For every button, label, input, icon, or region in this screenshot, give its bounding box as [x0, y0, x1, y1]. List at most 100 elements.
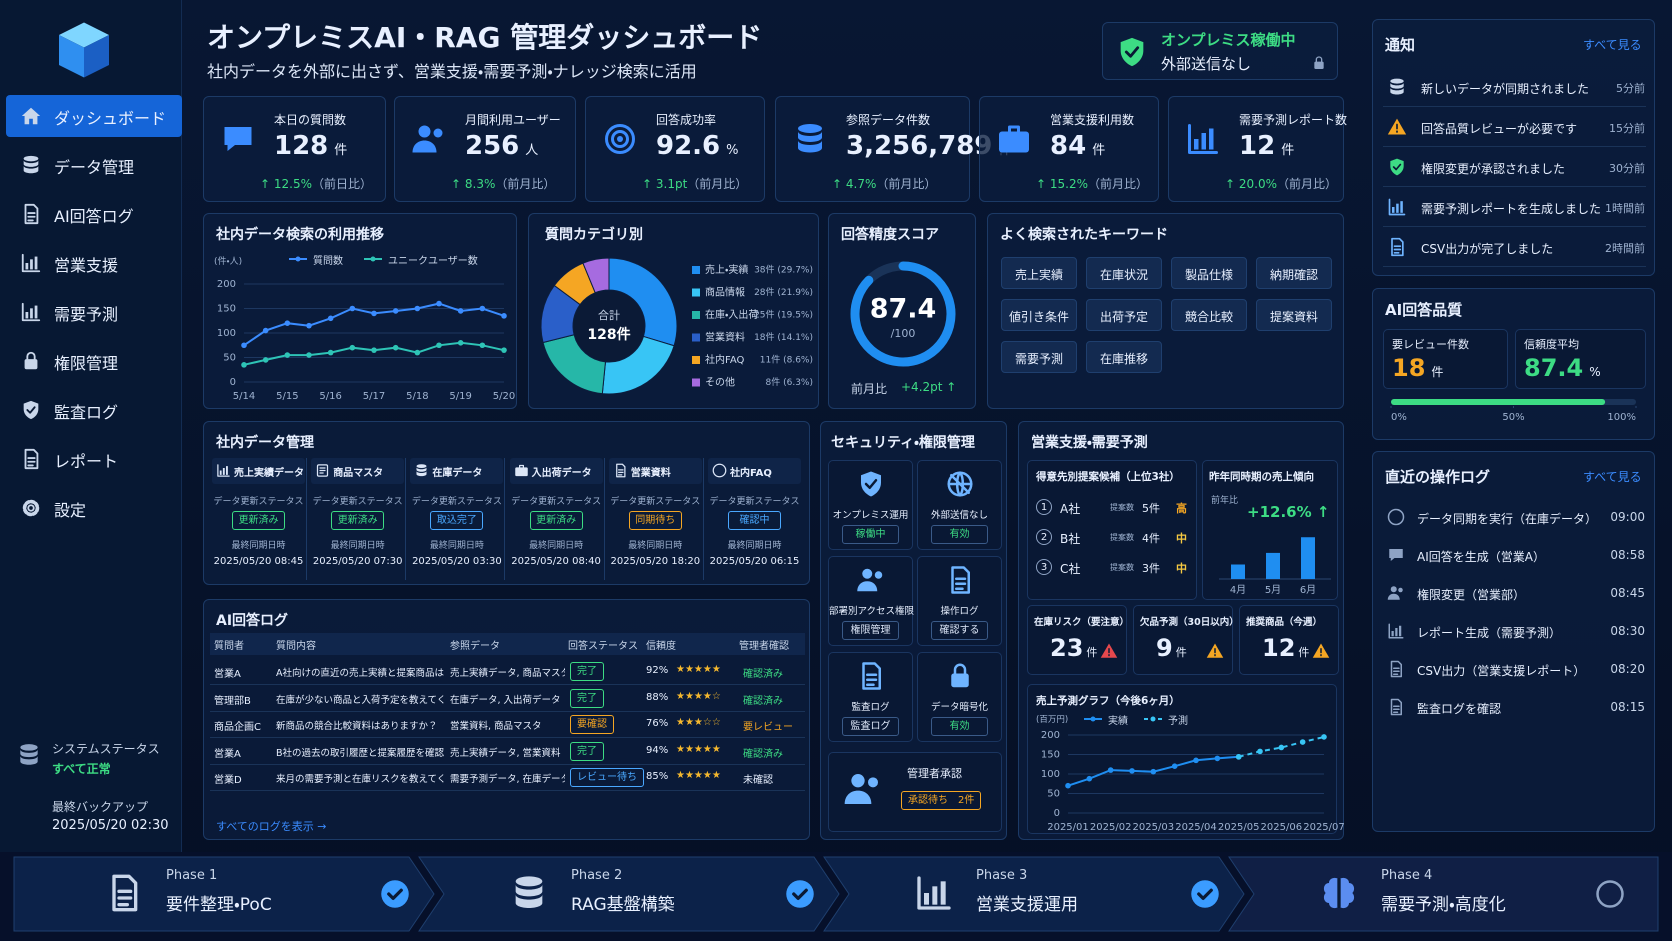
sync-value: 2025/05/20 08:40 [511, 556, 601, 567]
icon-shape [1392, 163, 1402, 171]
sync-label: 最終同期日時 [529, 541, 584, 551]
icon-shape [26, 351, 36, 361]
menu-item[interactable]: AI回答ログ [6, 193, 182, 235]
keyword-label[interactable]: 競合比較 [1184, 310, 1233, 324]
icon [857, 568, 883, 592]
icon-shape [1390, 87, 1404, 95]
security-badge[interactable]: 確認する [931, 621, 988, 640]
view-all-link[interactable]: すべて見る [1583, 470, 1642, 484]
keyword-chip[interactable]: 在庫推移 [1086, 341, 1162, 373]
security-label: オンプレミス運用 [832, 510, 909, 521]
notification-text: CSV出力が完了しました [1421, 242, 1554, 256]
kpi-card: 参照データ件数 3,256,789件 ↑ 4.7%（前月比） [775, 96, 1011, 202]
icon-shape [1197, 888, 1213, 900]
keyword-chip[interactable]: 需要予測 [1001, 341, 1077, 373]
x-tick-label: 5/18 [406, 391, 428, 402]
menu-label[interactable]: 権限管理 [54, 354, 119, 373]
x-tick-label: 2025/03 [1133, 822, 1175, 833]
keyword-label[interactable]: 在庫推移 [1099, 352, 1148, 366]
menu-label[interactable]: 需要予測 [54, 305, 119, 324]
data-point [284, 352, 291, 358]
sales-panel: 営業支援・需要予測 得意先別提案候補（上位3社） 1 A社 提案数 5件高 2 B社 提案数 4件… [1018, 421, 1345, 840]
menu-label[interactable]: 設定 [54, 501, 87, 520]
icon-shape [1390, 158, 1404, 176]
menu-item[interactable]: 設定 [6, 487, 182, 529]
rank-name: C社 [1060, 562, 1081, 576]
notification-time: 2時間前 [1605, 242, 1645, 255]
keyword-label[interactable]: 納期確認 [1269, 268, 1318, 282]
keyword-chip[interactable]: 製品仕様 [1171, 257, 1247, 289]
approval-badge[interactable]: 承認待ち 2件 [901, 791, 982, 810]
security-badge[interactable]: 有効 [931, 717, 988, 736]
keyword-chip[interactable]: 出荷予定 [1086, 299, 1162, 331]
phase: Phase 1 要件整理・PoC [14, 857, 434, 931]
menu-label[interactable]: データ管理 [54, 158, 135, 177]
icon-shape [30, 259, 33, 270]
keyword-chip[interactable]: 納期確認 [1256, 257, 1332, 289]
review-unit: 件 [1431, 365, 1444, 379]
keyword-label[interactable]: 出荷予定 [1099, 310, 1148, 324]
security-badge[interactable]: 有効 [931, 525, 988, 544]
keyword-chip[interactable]: 在庫状況 [1086, 257, 1162, 289]
keyword-chip[interactable]: 売上実績 [1001, 257, 1077, 289]
keyword-label[interactable]: 提案資料 [1269, 310, 1318, 324]
rank-level: 中 [1176, 532, 1187, 545]
x-tick-label: 2025/06 [1261, 822, 1303, 833]
icon-shape [515, 876, 543, 887]
icon [1391, 237, 1404, 257]
icon-shape [786, 880, 814, 908]
menu-item[interactable]: 需要予測 [6, 291, 182, 333]
menu-item[interactable]: レポート [6, 438, 182, 480]
keyword-label[interactable]: 製品仕様 [1184, 268, 1233, 282]
menu-label[interactable]: レポート [54, 452, 119, 471]
op-text: AI回答を生成（営業A） [1417, 550, 1545, 564]
status-label: データ更新ステータス [213, 497, 304, 507]
risk-unit: 件 [1298, 646, 1310, 659]
icon-shape [515, 884, 543, 897]
menu-item[interactable]: 権限管理 [6, 340, 182, 382]
security-badge[interactable]: 権限管理 [842, 621, 899, 640]
icon [514, 464, 528, 477]
keyword-label[interactable]: 在庫状況 [1099, 268, 1148, 282]
menu-label[interactable]: ダッシュボード [54, 109, 167, 128]
security-badge[interactable]: 稼働中 [842, 525, 899, 544]
cell-stars: ★★★☆☆ [676, 717, 721, 728]
panel-title: 回答精度スコア [841, 227, 939, 243]
keyword-chip[interactable]: 提案資料 [1256, 299, 1332, 331]
keyword-chip[interactable]: 競合比較 [1171, 299, 1247, 331]
menu-label[interactable]: 監査ログ [54, 403, 119, 422]
icon-shape [798, 131, 822, 142]
icon-shape [1314, 61, 1324, 69]
cell-refs: 需要予測データ, 在庫データ [450, 774, 565, 785]
column-head [708, 458, 801, 484]
icon [1314, 56, 1324, 69]
rank-count: 3件 [1142, 562, 1160, 575]
icon-shape [1390, 586, 1397, 593]
kpi-change-row: ↑ 20.0%（前月比） [1225, 173, 1343, 191]
menu-item[interactable]: 監査ログ [6, 389, 182, 431]
keyword-label[interactable]: 需要予測 [1014, 352, 1063, 366]
menu-item[interactable]: ダッシュボード [6, 95, 182, 137]
menu-item[interactable]: データ管理 [6, 144, 182, 186]
security-badge[interactable]: 監査ログ [842, 717, 899, 736]
rank-count: 5件 [1142, 502, 1160, 515]
menu-label[interactable]: AI回答ログ [54, 207, 134, 226]
log-link[interactable]: すべてのログを表示 → [216, 820, 327, 833]
value-label: 38件 (29.7%) [754, 264, 813, 276]
sync-label: 最終同期日時 [231, 541, 286, 551]
x-tick-label: 5月 [1265, 584, 1281, 596]
data-point [479, 305, 486, 312]
legend-swatch [692, 356, 700, 364]
data-point [1129, 768, 1135, 774]
keyword-label[interactable]: 値引き条件 [1008, 310, 1069, 324]
kpi-card: 回答成功率 92.6% ↑ 3.1pt（前月比） [585, 96, 765, 202]
op-text: 監査ログを確認 [1417, 702, 1502, 716]
keyword-label[interactable]: 売上実績 [1014, 268, 1063, 282]
view-all-link[interactable]: すべて見る [1583, 38, 1642, 52]
legend-swatch [1084, 716, 1102, 722]
menu-label[interactable]: 営業支援 [54, 256, 119, 275]
menu-item[interactable]: 営業支援 [6, 242, 182, 284]
cell-confidence: 88% [646, 691, 669, 703]
icon [1596, 880, 1624, 908]
keyword-chip[interactable]: 値引き条件 [1001, 299, 1077, 331]
